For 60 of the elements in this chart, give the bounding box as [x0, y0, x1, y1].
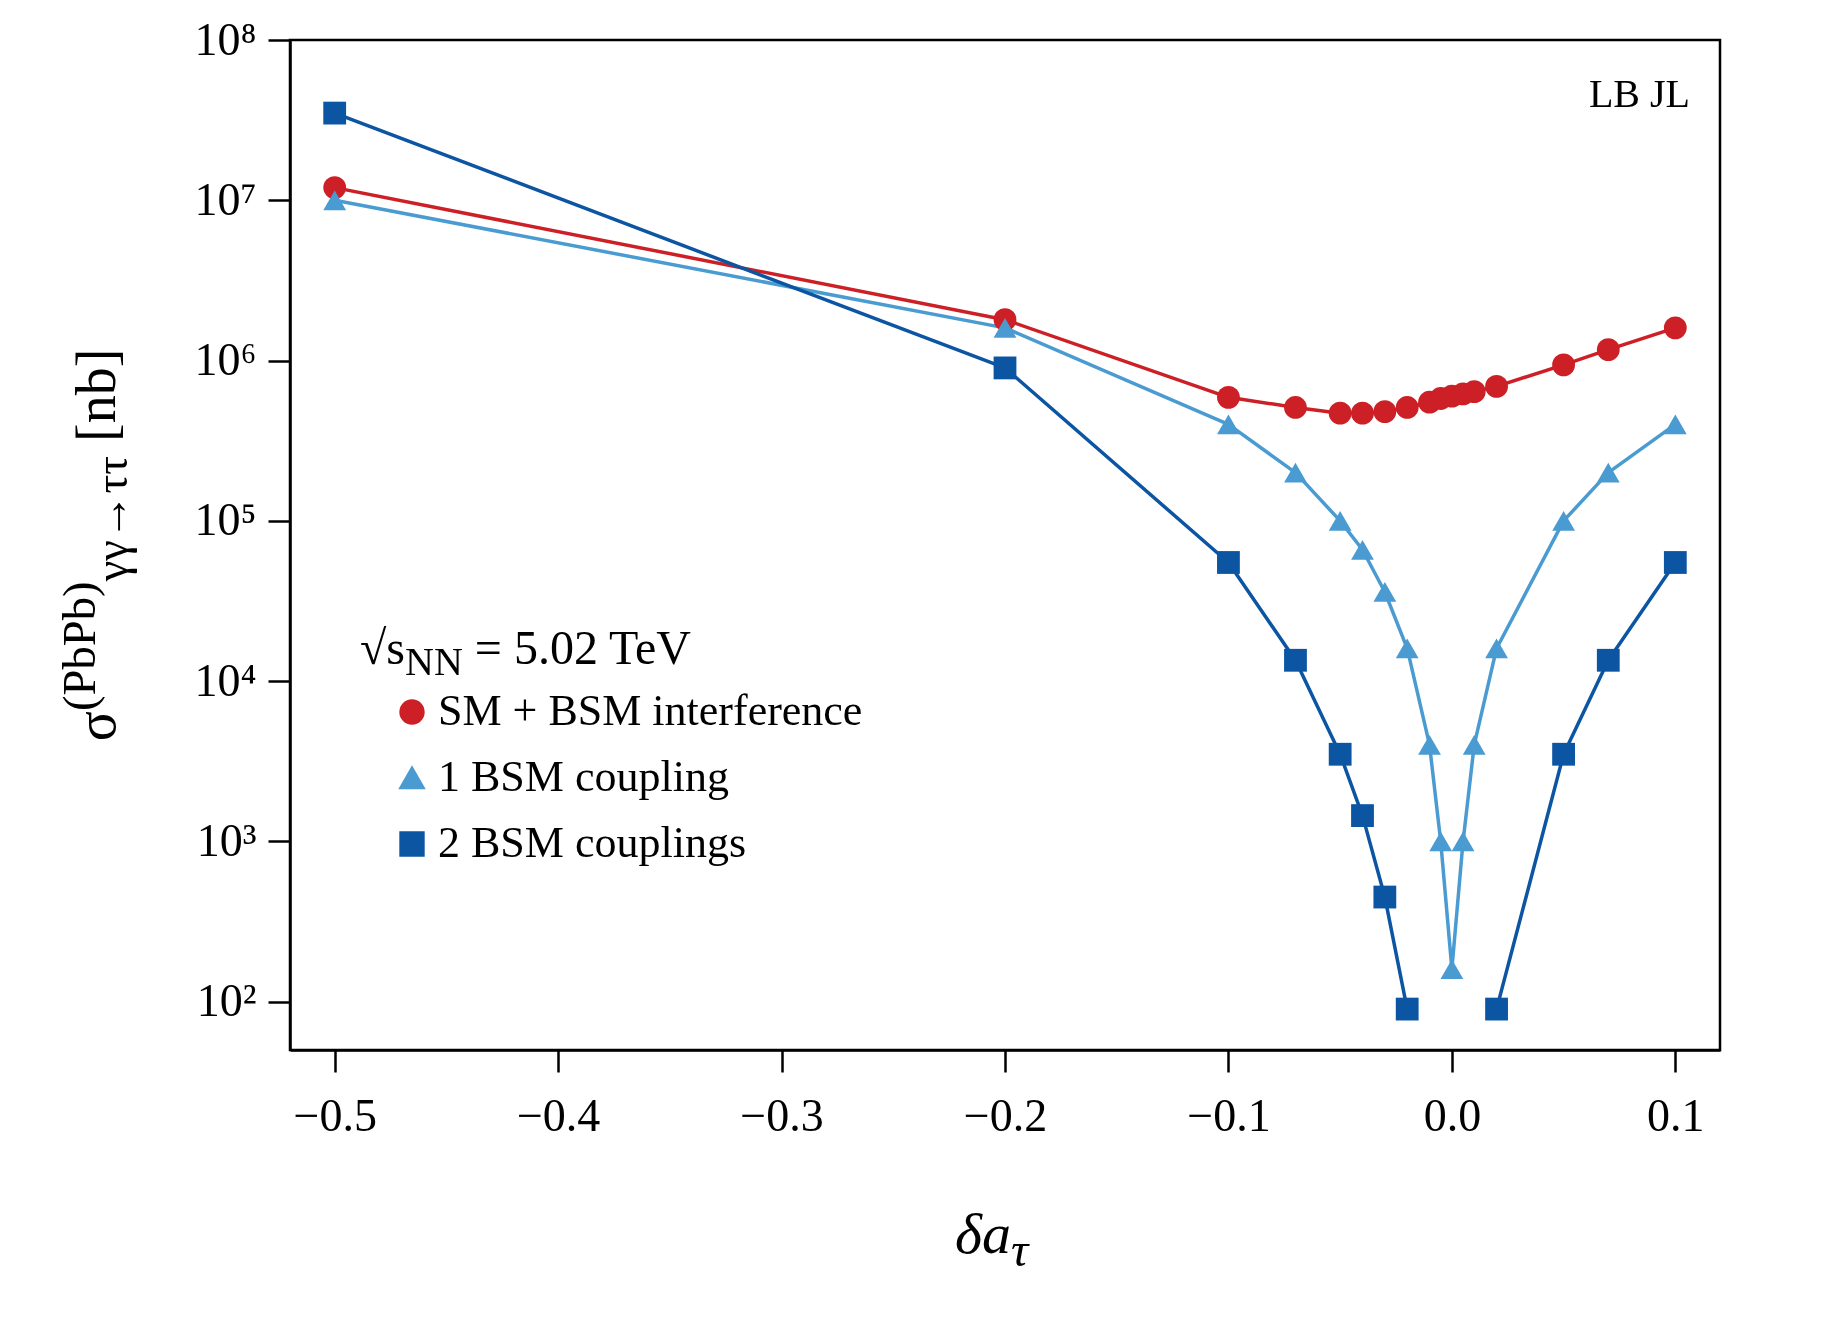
point — [1596, 338, 1620, 362]
point — [1351, 401, 1374, 425]
y-tick-label: 10³ — [196, 814, 257, 866]
point — [1373, 400, 1397, 424]
point — [1462, 735, 1486, 755]
point — [1552, 353, 1575, 377]
annotation: LB JL — [1588, 70, 1690, 117]
point — [993, 317, 1017, 338]
y-tick-label: 10⁶ — [194, 334, 257, 386]
point — [1373, 582, 1397, 602]
point — [1663, 551, 1687, 574]
x-tick-label: −0.5 — [293, 1089, 377, 1141]
point — [993, 356, 1017, 380]
point — [1328, 511, 1352, 531]
point — [1328, 742, 1352, 766]
y-tick-label: 10² — [196, 975, 257, 1027]
x-tick-label: −0.3 — [740, 1089, 824, 1141]
point — [1485, 997, 1508, 1021]
y-tick-label: 10⁵ — [194, 494, 257, 546]
point — [1552, 742, 1575, 766]
point — [1429, 831, 1453, 852]
x-axis-title: δa$_{τ}$ — [955, 1200, 1029, 1277]
point — [1217, 414, 1240, 435]
point — [1485, 375, 1508, 398]
x-tick-label: −0.1 — [1187, 1089, 1271, 1141]
y-tick-label: 10⁴ — [194, 654, 257, 706]
legend-label: 2 BSM couplings — [438, 818, 747, 867]
point — [1395, 638, 1419, 659]
point — [1485, 638, 1508, 659]
point — [1284, 396, 1307, 419]
point — [1440, 959, 1464, 979]
point — [1217, 551, 1240, 574]
point — [1451, 831, 1475, 852]
point — [1328, 401, 1352, 425]
point — [323, 101, 347, 125]
point — [1217, 385, 1240, 409]
x-tick-label: −0.4 — [516, 1089, 601, 1141]
point — [1418, 735, 1441, 755]
point — [1596, 462, 1620, 483]
point — [1284, 462, 1307, 483]
legend-label: SM + BSM interference — [438, 686, 863, 735]
x-tick-label: 0.0 — [1423, 1089, 1482, 1141]
point — [1373, 885, 1397, 909]
point — [1351, 804, 1374, 827]
point — [323, 190, 347, 211]
point — [1351, 539, 1374, 560]
point — [1663, 414, 1687, 435]
legend-label: 1 BSM coupling — [438, 752, 729, 801]
annotation: √s$_{NN}$ = 5.02 TeV — [360, 620, 691, 685]
y-tick-label: 10⁷ — [194, 173, 257, 225]
x-tick-label: −0.2 — [963, 1089, 1048, 1141]
point — [1552, 511, 1575, 531]
point — [323, 176, 347, 199]
y-tick-label: 10⁸ — [194, 13, 257, 65]
point — [1596, 648, 1620, 672]
x-tick-label: 0.1 — [1647, 1089, 1705, 1141]
point — [1395, 396, 1419, 419]
point — [1395, 997, 1419, 1021]
point — [1284, 648, 1307, 672]
point — [1663, 316, 1687, 340]
